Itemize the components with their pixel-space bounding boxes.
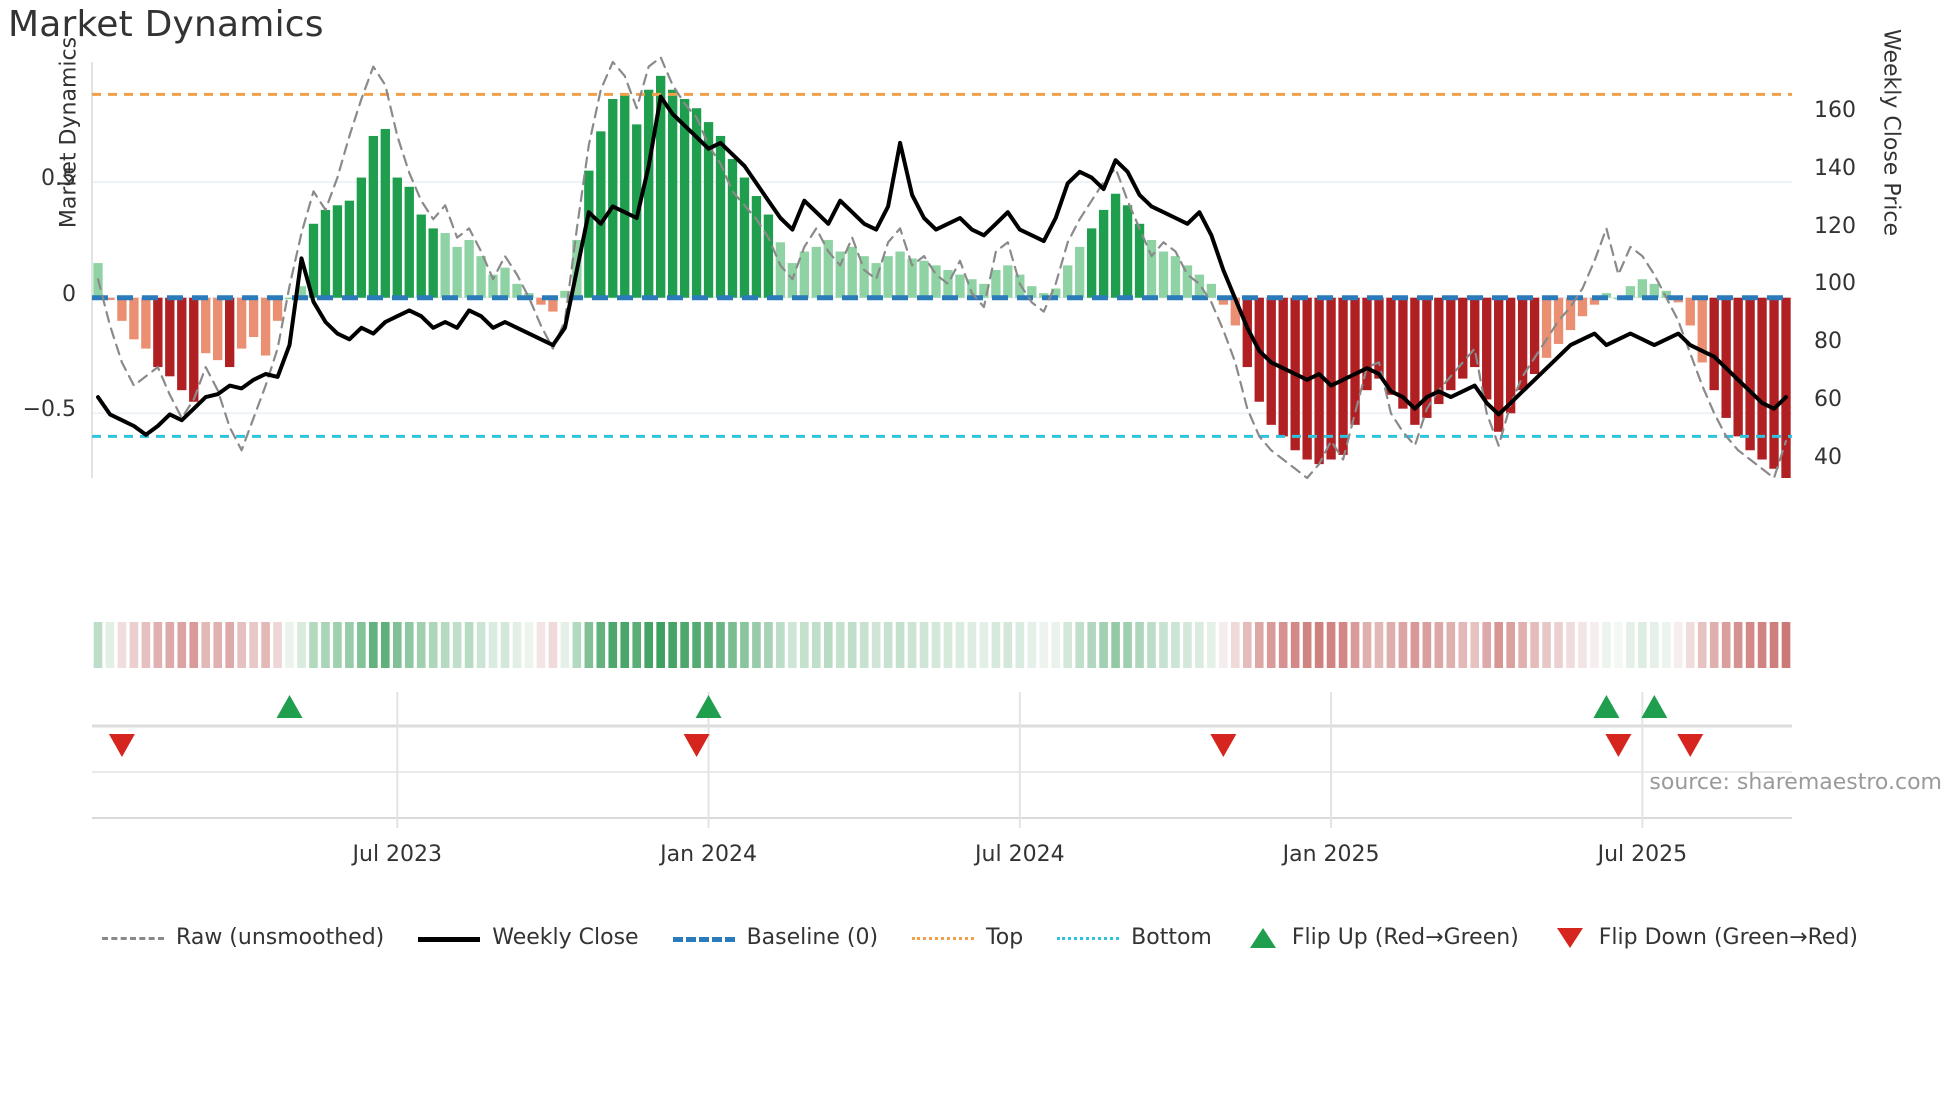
source-attribution: source: sharemaestro.com bbox=[1649, 770, 1942, 795]
legend-item[interactable]: Weekly Close bbox=[418, 925, 639, 950]
legend-label: Raw (unsmoothed) bbox=[176, 925, 385, 950]
legend-item[interactable]: Flip Up (Red→Green) bbox=[1246, 925, 1519, 950]
x-axis-tick: Jul 2025 bbox=[1597, 842, 1688, 867]
legend-label: Flip Down (Green→Red) bbox=[1598, 925, 1858, 950]
legend-item[interactable]: Baseline (0) bbox=[672, 925, 879, 950]
y-axis-right-tick: 60 bbox=[1814, 386, 1842, 412]
solid-black-line bbox=[418, 929, 481, 947]
x-axis-tick: Jul 2023 bbox=[352, 842, 443, 867]
legend-item[interactable]: Top bbox=[912, 925, 1023, 950]
legend-label: Bottom bbox=[1131, 925, 1212, 950]
dashed-gray-line bbox=[102, 929, 165, 947]
y-axis-right-tick: 100 bbox=[1814, 271, 1856, 297]
y-axis-right-tick: 120 bbox=[1814, 213, 1856, 239]
legend-label: Baseline (0) bbox=[746, 925, 879, 950]
y-axis-right-tick: 160 bbox=[1814, 98, 1856, 123]
legend-label: Top bbox=[986, 925, 1024, 950]
x-axis-tick: Jul 2024 bbox=[975, 842, 1065, 867]
y-axis-left-tick: 0.5 bbox=[41, 166, 76, 192]
y-axis-right-tick: 40 bbox=[1814, 444, 1842, 470]
legend-label: Weekly Close bbox=[492, 925, 639, 950]
y-axis-right-tick: 140 bbox=[1814, 155, 1856, 181]
y-axis-left-tick: 0 bbox=[62, 281, 76, 307]
triangle-up-icon bbox=[1246, 927, 1280, 948]
page-title: Market Dynamics bbox=[8, 4, 324, 45]
dashed-blue-line bbox=[672, 929, 735, 947]
chart-legend: Raw (unsmoothed) Weekly Close Baseline (0)… bbox=[0, 925, 1960, 950]
legend-item[interactable]: Flip Down (Green→Red) bbox=[1553, 925, 1858, 950]
legend-label: Flip Up (Red→Green) bbox=[1291, 925, 1519, 950]
x-axis-tick: Jan 2025 bbox=[1282, 842, 1380, 867]
y-axis-right-tick: 80 bbox=[1814, 329, 1842, 355]
legend-item[interactable]: Bottom bbox=[1057, 925, 1212, 950]
dotted-cyan-line bbox=[1057, 929, 1120, 947]
x-axis-tick: Jan 2024 bbox=[660, 842, 757, 867]
dotted-orange-line bbox=[912, 929, 975, 947]
y-axis-left-tick: −0.5 bbox=[22, 397, 76, 423]
legend-item[interactable]: Raw (unsmoothed) bbox=[102, 925, 384, 950]
triangle-down-icon bbox=[1553, 927, 1587, 948]
